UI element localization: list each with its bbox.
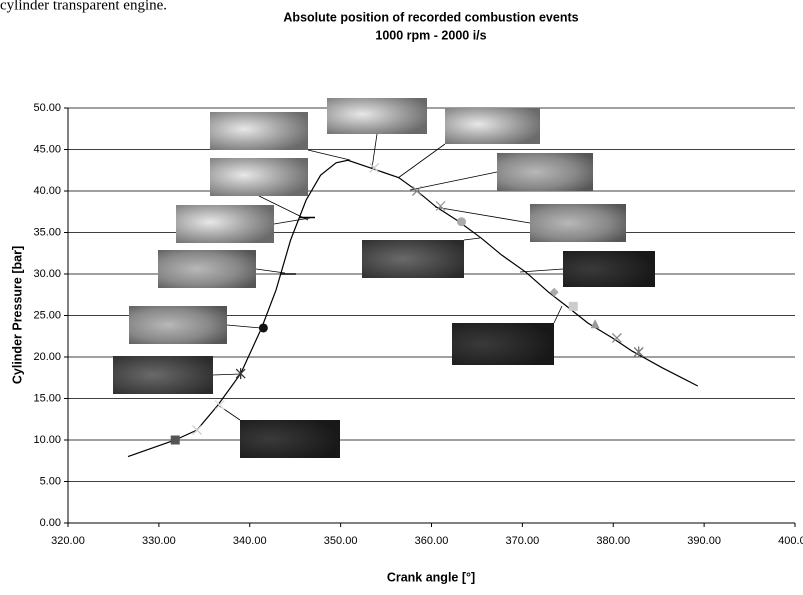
y-tick-label: 25.00 — [33, 309, 61, 321]
snapshot — [530, 204, 626, 242]
event-marker — [235, 368, 246, 380]
leader-line — [371, 133, 378, 169]
snapshot — [129, 306, 227, 344]
grid: 0.00 5.00 10.00 15.00 20.00 25.00 30.00 35.00 40… — [33, 102, 803, 547]
y-tick-label: 5.00 — [40, 475, 61, 487]
leader-line — [463, 237, 481, 241]
event-marker — [412, 186, 422, 196]
snapshot — [113, 356, 213, 394]
x-tick-label: 370.00 — [506, 535, 540, 547]
plot — [127, 159, 699, 458]
snapshot — [452, 323, 554, 365]
leader-line — [519, 268, 564, 273]
pressure-curve — [127, 159, 699, 458]
event-marker — [568, 301, 578, 311]
event-marker — [456, 217, 466, 227]
y-tick-label: 20.00 — [33, 351, 61, 363]
snapshot — [327, 98, 427, 134]
event-marker — [369, 162, 380, 173]
leader-line — [553, 305, 563, 324]
x-tick-label: 340.00 — [233, 535, 267, 547]
event-marker — [590, 319, 600, 329]
y-tick-label: 50.00 — [33, 102, 61, 114]
snapshot — [445, 108, 540, 144]
snapshot — [563, 251, 655, 287]
x-tick-label: 380.00 — [596, 535, 630, 547]
event-marker — [633, 346, 644, 358]
snapshot — [362, 240, 464, 278]
chart-subtitle: 1000 rpm - 2000 i/s — [375, 28, 486, 42]
leader-line — [273, 217, 311, 225]
event-marker — [611, 332, 622, 343]
event-marker — [549, 287, 559, 297]
x-axis-title: Crank angle [°] — [387, 570, 475, 584]
x-tick-label: 320.00 — [51, 535, 85, 547]
event-marker — [192, 425, 203, 435]
x-tick-label: 350.00 — [324, 535, 358, 547]
leader-line — [255, 268, 286, 274]
x-tick-label: 390.00 — [687, 535, 721, 547]
x-tick-label: 330.00 — [142, 535, 176, 547]
event-marker — [258, 323, 268, 333]
y-tick-label: 0.00 — [40, 517, 61, 529]
snapshot — [176, 205, 274, 243]
snapshots — [113, 98, 655, 458]
x-tick-label: 400.00 — [778, 535, 803, 547]
y-tick-label: 40.00 — [33, 185, 61, 197]
y-tick-label: 35.00 — [33, 226, 61, 238]
snapshot — [210, 158, 308, 196]
event-marker — [170, 435, 180, 445]
caption: cylinder transparent engine. — [0, 0, 167, 13]
event-marker — [435, 200, 446, 211]
event-marker — [214, 400, 225, 411]
y-axis-title: Cylinder Pressure [bar] — [10, 246, 24, 384]
leader-line — [307, 149, 351, 161]
snapshot — [240, 420, 340, 458]
snapshot — [158, 250, 256, 288]
snapshot — [210, 112, 308, 150]
leader-line — [409, 171, 498, 191]
y-tick-label: 45.00 — [33, 143, 61, 155]
leader-line — [397, 143, 446, 179]
leader-line — [434, 206, 531, 224]
leader-line — [212, 373, 241, 376]
x-tick-label: 360.00 — [415, 535, 449, 547]
snapshot — [497, 153, 593, 191]
y-tick-label: 10.00 — [33, 434, 61, 446]
chart-title: Absolute position of recorded combustion… — [283, 10, 578, 24]
y-tick-label: 30.00 — [33, 268, 61, 280]
leader-line — [226, 324, 262, 329]
y-tick-label: 15.00 — [33, 392, 61, 404]
